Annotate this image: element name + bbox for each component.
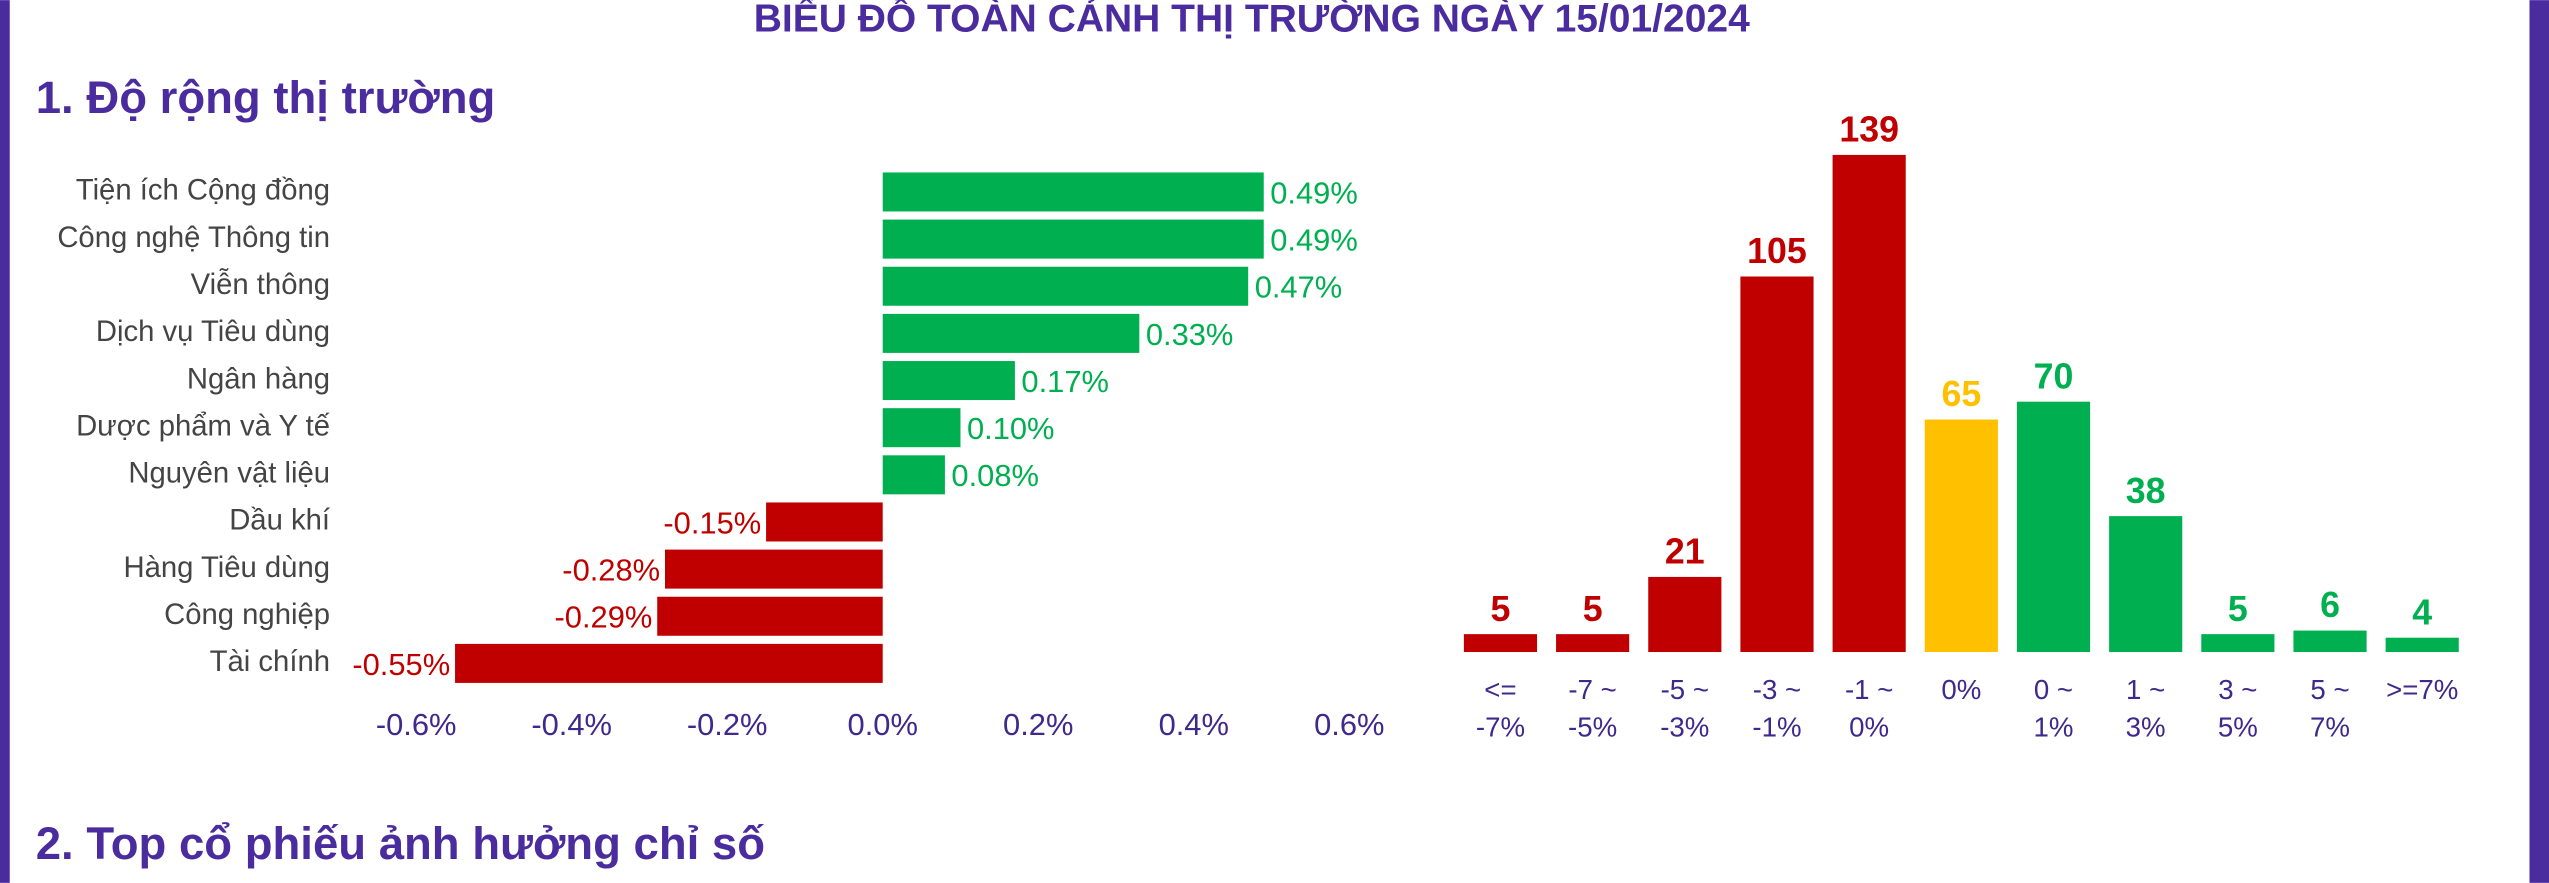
bar — [882, 266, 1249, 306]
bar — [657, 596, 883, 636]
value-label: 6 — [2320, 585, 2340, 625]
bar — [2293, 630, 2367, 653]
value-label: 5 — [1583, 589, 1603, 629]
category-label: Tiện ích Cộng đồng — [76, 175, 330, 207]
value-label: 21 — [1665, 532, 1705, 572]
x-tick-label: -0.4% — [531, 707, 612, 742]
value-label: 105 — [1747, 231, 1807, 271]
value-label: -0.15% — [663, 505, 761, 540]
value-label: 70 — [2034, 356, 2074, 396]
value-label: 5 — [1491, 589, 1511, 629]
bar — [1648, 576, 1722, 653]
category-label: Công nghệ Thông tin — [57, 222, 330, 254]
bar — [1924, 419, 1998, 653]
bar — [2016, 401, 2091, 653]
category-label-box: 1 ~ 3% — [2125, 674, 2166, 743]
category-label-box: 3 ~ 5% — [2217, 674, 2258, 743]
category-label: 1 ~ 3% — [2125, 674, 2166, 743]
category-label-box: >=7% — [2386, 674, 2459, 706]
category-label: Hàng Tiêu dùng — [123, 552, 330, 584]
bar — [2109, 516, 2183, 653]
value-label: 0.47% — [1255, 270, 1343, 305]
value-label: 0.49% — [1270, 175, 1358, 210]
x-tick-label: -0.6% — [376, 707, 457, 742]
value-label: 38 — [2126, 471, 2166, 511]
value-label: 0.08% — [951, 458, 1039, 493]
x-tick-label: 0.6% — [1314, 707, 1384, 742]
value-label: -0.55% — [352, 647, 450, 682]
category-label: 0% — [1941, 674, 1982, 706]
bar — [882, 313, 1140, 353]
right-border — [2529, 0, 2549, 883]
x-tick-label: 0.2% — [1003, 707, 1073, 742]
category-label-box: <= -7% — [1475, 674, 1526, 743]
bar — [882, 455, 945, 495]
category-label-box: -3 ~ -1% — [1752, 674, 1802, 743]
bar — [1556, 634, 1630, 653]
left-border — [0, 0, 10, 883]
category-label-box: -7 ~ -5% — [1568, 674, 1618, 743]
category-label: Dầu khí — [229, 505, 330, 537]
category-label: <= -7% — [1475, 674, 1526, 743]
bar — [882, 361, 1015, 401]
category-label: Công nghiệp — [164, 599, 330, 631]
value-label: 4 — [2412, 592, 2432, 632]
bar — [455, 643, 883, 683]
bar — [882, 172, 1264, 212]
category-label: -1 ~ 0% — [1844, 674, 1894, 743]
category-label: Nguyên vật liệu — [128, 458, 330, 490]
value-label: 0.49% — [1270, 223, 1358, 258]
bar — [1463, 634, 1538, 653]
bar — [2201, 634, 2275, 653]
category-label: Viễn thông — [191, 268, 330, 301]
x-tick-label: -0.2% — [687, 707, 768, 742]
section-heading: 1. Độ rộng thị trường — [36, 72, 496, 123]
category-label: -3 ~ -1% — [1752, 674, 1802, 743]
x-tick-label: 0.0% — [848, 707, 918, 742]
category-label: Dịch vụ Tiêu dùng — [96, 316, 330, 348]
bar — [2385, 637, 2459, 653]
value-label: 0.33% — [1146, 317, 1234, 352]
category-label-box: 0% — [1941, 674, 1982, 706]
bar — [1832, 154, 1906, 653]
x-tick-label: 0.4% — [1159, 707, 1229, 742]
value-label: 139 — [1839, 110, 1899, 150]
value-label: -0.28% — [562, 553, 660, 588]
section-heading: 2. Top cổ phiếu ảnh hưởng chỉ số — [36, 818, 765, 869]
bar — [664, 549, 883, 589]
category-label-box: 0 ~ 1% — [2033, 674, 2074, 743]
bar — [882, 219, 1264, 259]
value-label: 65 — [1941, 374, 1981, 414]
bar — [1740, 276, 1814, 653]
bar — [882, 408, 961, 448]
category-label: 0 ~ 1% — [2033, 674, 2074, 743]
category-label: -7 ~ -5% — [1568, 674, 1618, 743]
category-label: 5 ~ 7% — [2310, 674, 2350, 743]
value-label: 0.17% — [1021, 364, 1109, 399]
bar — [766, 502, 883, 542]
category-label-box: -5 ~ -3% — [1660, 674, 1710, 743]
category-label: >=7% — [2386, 674, 2459, 706]
category-label-box: -1 ~ 0% — [1844, 674, 1894, 743]
value-label: 0.10% — [967, 411, 1055, 446]
category-label-box: 5 ~ 7% — [2310, 674, 2350, 743]
value-label: -0.29% — [555, 600, 653, 635]
category-label: 3 ~ 5% — [2217, 674, 2258, 743]
page-title: BIỂU ĐỒ TOÀN CẢNH THỊ TRƯỜNG NGÀY 15/01/… — [754, 0, 1750, 41]
category-label: -5 ~ -3% — [1660, 674, 1710, 743]
category-label: Dược phẩm và Y tế — [76, 410, 330, 442]
category-label: Ngân hàng — [187, 363, 330, 395]
category-label: Tài chính — [210, 646, 330, 678]
value-label: 5 — [2228, 589, 2248, 629]
